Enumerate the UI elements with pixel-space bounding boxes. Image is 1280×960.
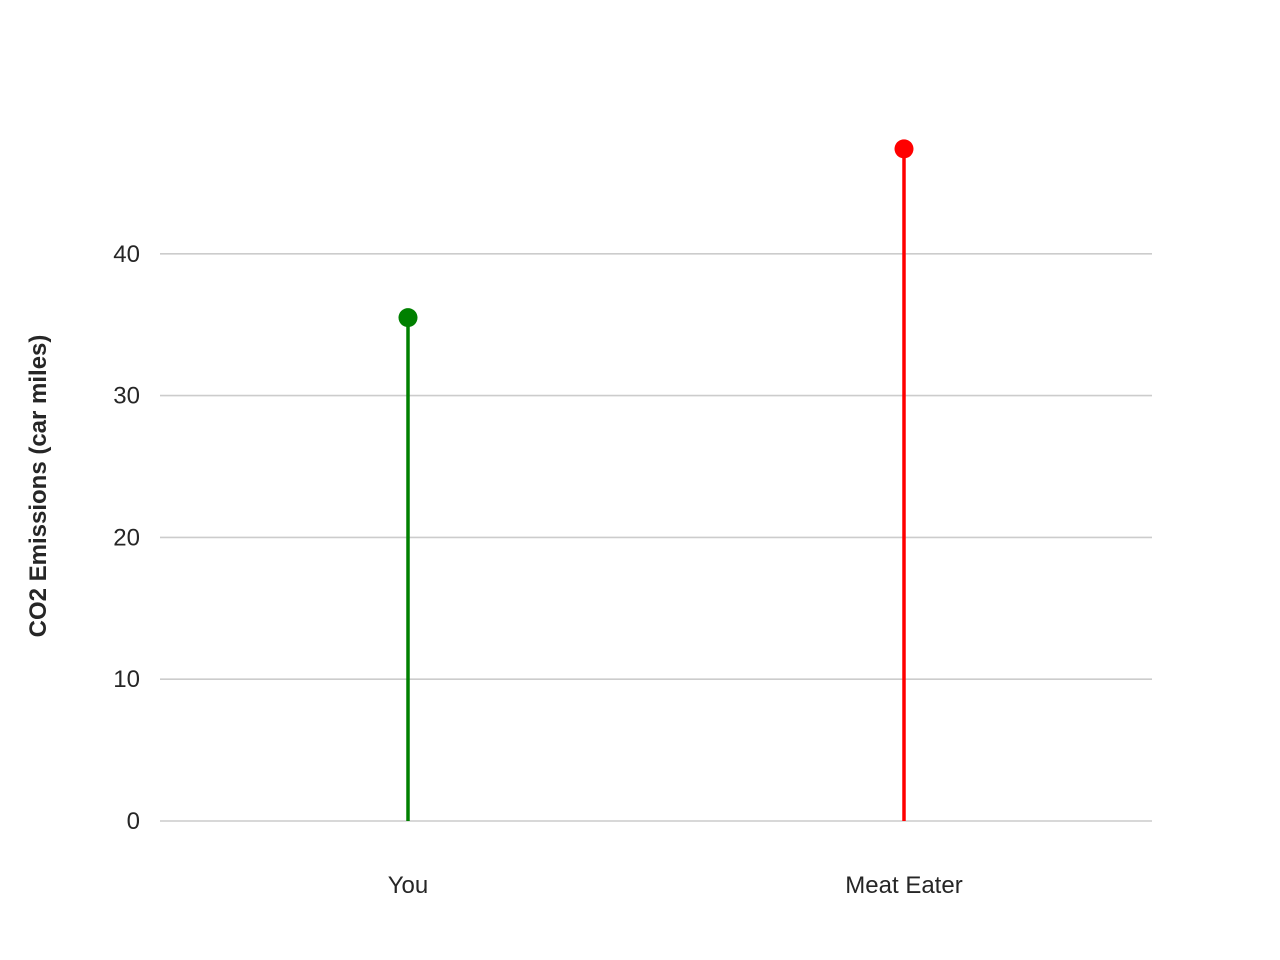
y-tick-label: 0: [127, 808, 140, 835]
x-tick-label-meat-eater: Meat Eater: [845, 872, 962, 899]
lollipop-markers: [398, 139, 914, 328]
x-axis-ticks: You Meat Eater: [388, 872, 963, 899]
y-tick-label: 40: [113, 241, 140, 268]
x-tick-label-you: You: [388, 872, 429, 899]
marker-you: [398, 308, 418, 328]
y-axis-title: CO2 Emissions (car miles): [25, 335, 52, 638]
y-tick-label: 20: [113, 524, 140, 551]
y-tick-label: 10: [113, 666, 140, 693]
y-tick-label: 30: [113, 383, 140, 410]
gridlines: [160, 253, 1152, 822]
lollipop-stems: [406, 148, 906, 821]
y-axis-ticks: 0 10 20 30 40: [113, 241, 140, 835]
marker-meat-eater: [894, 139, 914, 159]
